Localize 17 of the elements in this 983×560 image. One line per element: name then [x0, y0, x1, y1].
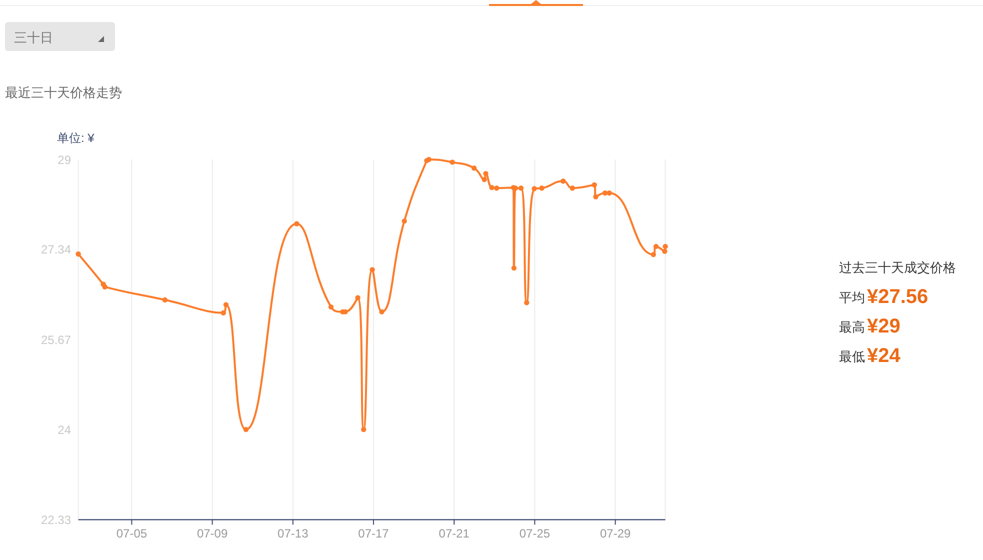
x-tick-label: 07-21 [438, 526, 470, 541]
x-tick-label: 07-13 [278, 526, 309, 541]
x-tick-label: 07-25 [519, 526, 550, 541]
chart-title: 最近三十天价格走势 [5, 85, 122, 100]
y-axis-title: 单位: ¥ [57, 131, 95, 145]
x-tick-label: 07-05 [116, 526, 148, 541]
text: ¥27.56 [867, 286, 928, 308]
text: 最高 [839, 320, 865, 334]
x-tick-label: 07-17 [358, 526, 390, 541]
x-tick-label: 07-29 [600, 526, 631, 541]
x-tick-label: 07-09 [196, 526, 228, 541]
text: ¥24 [867, 345, 902, 367]
text: ¥29 [867, 316, 900, 338]
dropdown: 三十日 [5, 22, 115, 51]
text: 最低 [839, 349, 865, 364]
text: 过去三十天成交价格 [839, 260, 956, 275]
text: 平均 [839, 290, 865, 305]
